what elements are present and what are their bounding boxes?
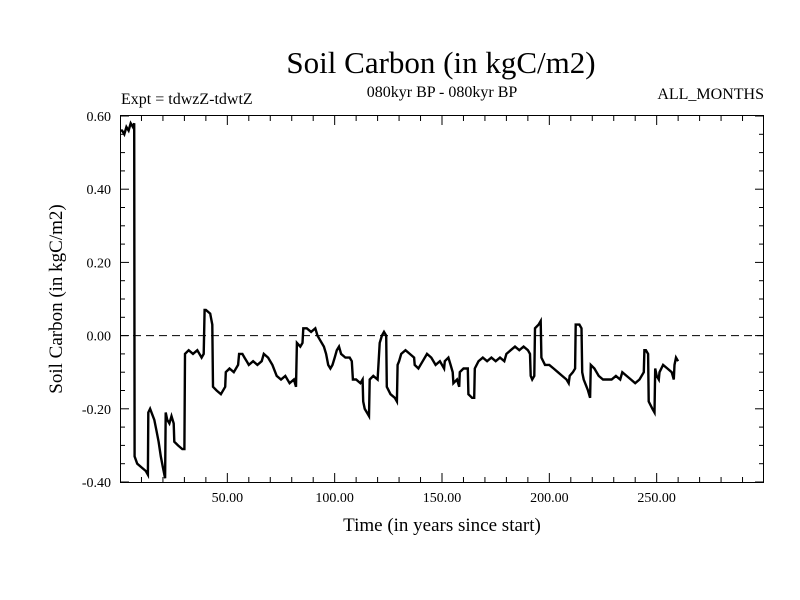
x-tick-label: 100.00: [315, 491, 354, 506]
y-tick-label: -0.20: [82, 403, 111, 418]
series-line: [120, 120, 680, 480]
y-axis-label: Soil Carbon (in kgC/m2): [46, 204, 67, 393]
y-tick-label: 0.20: [87, 256, 112, 271]
x-tick-label: 200.00: [530, 491, 569, 506]
y-tick-label: 0.00: [87, 330, 112, 345]
y-tick-label: -0.40: [82, 476, 111, 491]
x-tick-label: 150.00: [423, 491, 462, 506]
x-tick-label: 50.00: [212, 491, 244, 506]
x-tick-label: 250.00: [637, 491, 676, 506]
axes-layer: 50.00 100.00 150.00 200.00 250.00 -0.40 -0.20 0…: [82, 110, 764, 506]
chart-title: Soil Carbon (in kgC/m2): [286, 45, 595, 80]
experiment-label: Expt = tdwzZ-tdwtZ: [121, 91, 253, 108]
y-tick-label: 0.60: [87, 110, 112, 125]
months-label: ALL_MONTHS: [657, 86, 764, 103]
plot-frame: [120, 115, 764, 483]
y-tick-label: 0.40: [87, 183, 112, 198]
data-layer: [120, 120, 764, 480]
period-label: 080kyr BP - 080kyr BP: [367, 84, 518, 101]
x-axis-label: Time (in years since start): [343, 515, 541, 536]
